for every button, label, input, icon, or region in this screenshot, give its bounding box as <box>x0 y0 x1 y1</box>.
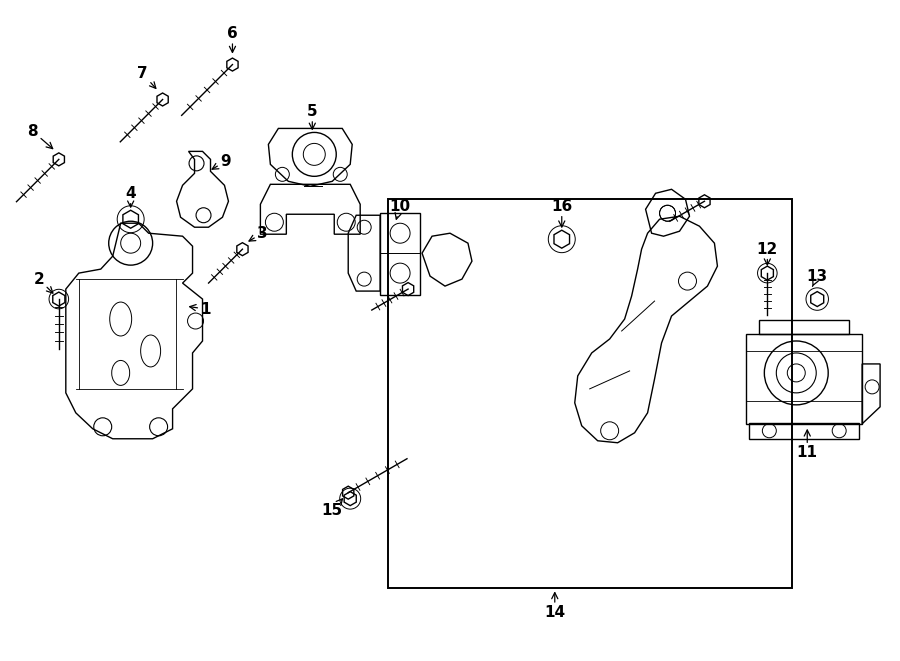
Text: 14: 14 <box>544 593 565 620</box>
Text: 6: 6 <box>227 26 238 52</box>
Text: 16: 16 <box>551 199 572 227</box>
Text: 8: 8 <box>28 124 53 149</box>
Text: 3: 3 <box>249 225 267 241</box>
Bar <box>750 423 859 439</box>
Text: 11: 11 <box>796 430 818 460</box>
Text: 7: 7 <box>138 66 156 89</box>
Text: 2: 2 <box>33 272 53 293</box>
Bar <box>388 199 792 588</box>
Bar <box>746 334 862 424</box>
Text: 15: 15 <box>321 499 343 518</box>
Text: 12: 12 <box>757 242 778 265</box>
Bar <box>380 214 420 295</box>
Bar <box>760 320 850 334</box>
Text: 1: 1 <box>190 301 211 317</box>
Text: 4: 4 <box>125 186 136 207</box>
Text: 9: 9 <box>212 154 230 169</box>
Text: 13: 13 <box>806 268 828 286</box>
Text: 10: 10 <box>390 199 410 219</box>
Text: 5: 5 <box>307 104 318 130</box>
